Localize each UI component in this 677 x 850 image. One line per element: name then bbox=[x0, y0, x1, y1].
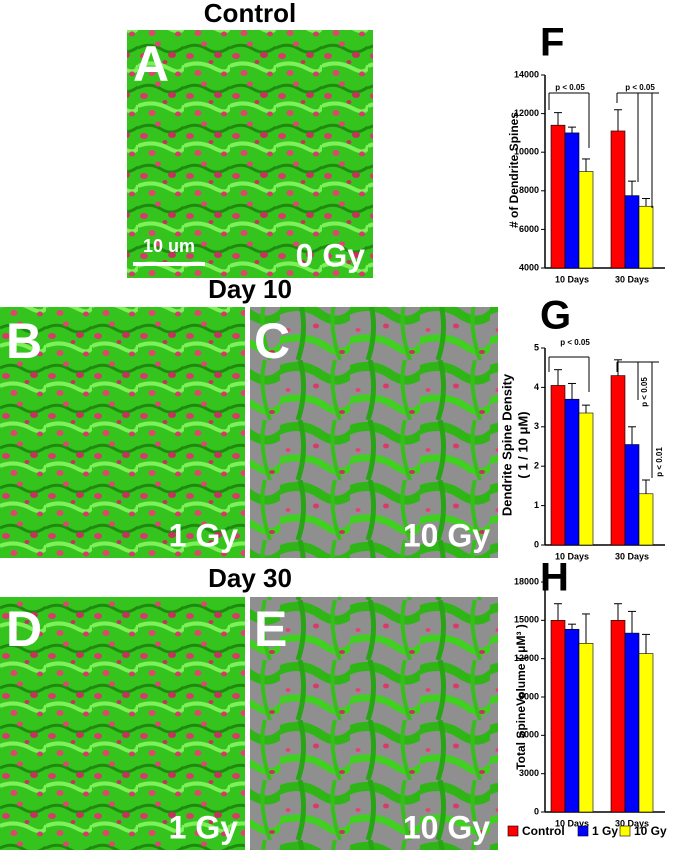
annotation: p < 0.05 bbox=[555, 83, 585, 92]
bar bbox=[564, 628, 580, 813]
annotation: p < 0.01 bbox=[655, 447, 664, 477]
dose-label: 10 Gy bbox=[403, 809, 490, 845]
dose-label: 1 Gy bbox=[169, 809, 239, 845]
panel-label: E bbox=[254, 601, 287, 657]
y-tick-label: 4 bbox=[534, 382, 539, 392]
y-axis-label: Dendrite Spine Density bbox=[499, 373, 514, 516]
panel-title: Day 30 bbox=[208, 563, 292, 593]
y-tick-label: 15000 bbox=[514, 615, 539, 625]
x-tick-label: 30 Days bbox=[615, 818, 649, 828]
y-tick-label: 3000 bbox=[519, 768, 539, 778]
y-tick-label: 12000 bbox=[514, 653, 539, 663]
dose-label: 10 Gy bbox=[403, 517, 490, 553]
y-tick-label: 9000 bbox=[519, 691, 539, 701]
bar bbox=[610, 375, 626, 546]
dose-label: 0 Gy bbox=[296, 237, 366, 273]
y-tick-label: 5 bbox=[534, 342, 539, 352]
panel-title: Day 10 bbox=[208, 274, 292, 304]
micrograph bbox=[250, 597, 498, 850]
annotation: p < 0.05 bbox=[640, 377, 649, 407]
panel-label: C bbox=[254, 313, 290, 369]
bar bbox=[624, 444, 640, 546]
legend-label: Control bbox=[522, 824, 565, 838]
x-tick-label: 30 Days bbox=[615, 274, 649, 284]
bar bbox=[624, 195, 640, 269]
y-tick-label: 14000 bbox=[514, 69, 539, 79]
legend-label: 10 Gy bbox=[634, 824, 667, 838]
bar bbox=[638, 653, 654, 813]
y-axis-label: Total SpineVolume ( μM³ ) bbox=[514, 624, 528, 770]
legend-label: 1 Gy bbox=[592, 824, 618, 838]
bar bbox=[610, 130, 626, 269]
scale-label: 10 um bbox=[143, 236, 195, 256]
bar bbox=[624, 632, 640, 813]
legend-swatch bbox=[507, 825, 519, 837]
x-tick-label: 10 Days bbox=[555, 551, 589, 561]
micrograph bbox=[0, 307, 245, 558]
micrograph bbox=[0, 597, 245, 850]
dose-label: 1 Gy bbox=[169, 517, 239, 553]
bar bbox=[550, 620, 566, 813]
annotation: p < 0.05 bbox=[625, 83, 655, 92]
micrograph bbox=[250, 307, 498, 558]
x-tick-label: 10 Days bbox=[555, 818, 589, 828]
bar bbox=[578, 412, 594, 546]
y-tick-label: 0 bbox=[534, 539, 539, 549]
bar bbox=[550, 385, 566, 546]
y-tick-label: 12000 bbox=[514, 108, 539, 118]
panel-title: Control bbox=[204, 0, 296, 28]
y-tick-label: 8000 bbox=[519, 185, 539, 195]
micrograph bbox=[127, 30, 373, 278]
annotation: p < 0.05 bbox=[560, 338, 590, 347]
y-axis-label: # of Dendrite Spines bbox=[507, 112, 521, 228]
y-tick-label: 4000 bbox=[519, 262, 539, 272]
bar bbox=[610, 620, 626, 813]
y-tick-label: 10000 bbox=[514, 147, 539, 157]
bar bbox=[638, 493, 654, 546]
y-tick-label: 6000 bbox=[519, 224, 539, 234]
x-tick-label: 30 Days bbox=[615, 551, 649, 561]
panel-label: B bbox=[6, 313, 42, 369]
y-tick-label: 18000 bbox=[514, 576, 539, 586]
y-axis-label: ( 1 / 10 μM) bbox=[515, 411, 530, 478]
x-tick-label: 10 Days bbox=[555, 274, 589, 284]
y-tick-label: 1 bbox=[534, 500, 539, 510]
bar bbox=[550, 124, 566, 269]
y-tick-label: 3 bbox=[534, 421, 539, 431]
legend-swatch bbox=[577, 825, 589, 837]
panel-label: G bbox=[540, 294, 571, 338]
panel-label: D bbox=[6, 601, 42, 657]
y-tick-label: 2 bbox=[534, 461, 539, 471]
bar bbox=[578, 643, 594, 813]
bar bbox=[564, 132, 580, 269]
bar bbox=[564, 398, 580, 546]
y-tick-label: 6000 bbox=[519, 730, 539, 740]
y-tick-label: 0 bbox=[534, 806, 539, 816]
bar bbox=[638, 205, 654, 269]
legend-swatch bbox=[619, 825, 631, 837]
panel-label: A bbox=[133, 36, 169, 92]
bar bbox=[578, 171, 594, 269]
panel-label: F bbox=[540, 21, 564, 65]
